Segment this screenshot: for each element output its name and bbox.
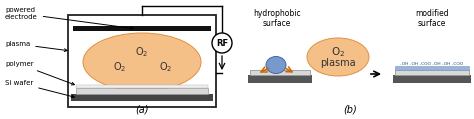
Bar	[71, 94, 213, 101]
Text: hydrophobic
surface: hydrophobic surface	[253, 9, 301, 28]
Text: plasma: plasma	[5, 41, 67, 52]
Circle shape	[212, 33, 232, 53]
Ellipse shape	[83, 33, 201, 91]
Text: plasma: plasma	[320, 58, 356, 68]
Bar	[73, 26, 211, 31]
Text: O$_2$: O$_2$	[136, 45, 149, 59]
Text: (b): (b)	[343, 104, 357, 114]
Text: (a): (a)	[135, 104, 149, 114]
Bar	[250, 70, 310, 75]
Ellipse shape	[307, 38, 369, 76]
Bar	[68, 15, 216, 107]
Text: -OH -OH -COO -OH -OH -COO: -OH -OH -COO -OH -OH -COO	[401, 62, 464, 66]
Ellipse shape	[266, 57, 286, 74]
Bar	[395, 70, 469, 75]
Text: polymer: polymer	[5, 61, 74, 85]
Text: O$_2$: O$_2$	[159, 60, 173, 74]
Text: RF: RF	[216, 39, 228, 47]
Text: powered
electrode: powered electrode	[5, 7, 133, 30]
Bar	[76, 88, 208, 94]
Bar	[248, 75, 312, 83]
Bar	[395, 66, 469, 70]
Text: Si wafer: Si wafer	[5, 80, 74, 98]
Text: modified
surface: modified surface	[415, 9, 449, 28]
Text: O$_2$: O$_2$	[331, 45, 345, 59]
Text: O$_2$: O$_2$	[113, 60, 127, 74]
Bar	[393, 75, 471, 83]
Bar	[76, 85, 208, 88]
